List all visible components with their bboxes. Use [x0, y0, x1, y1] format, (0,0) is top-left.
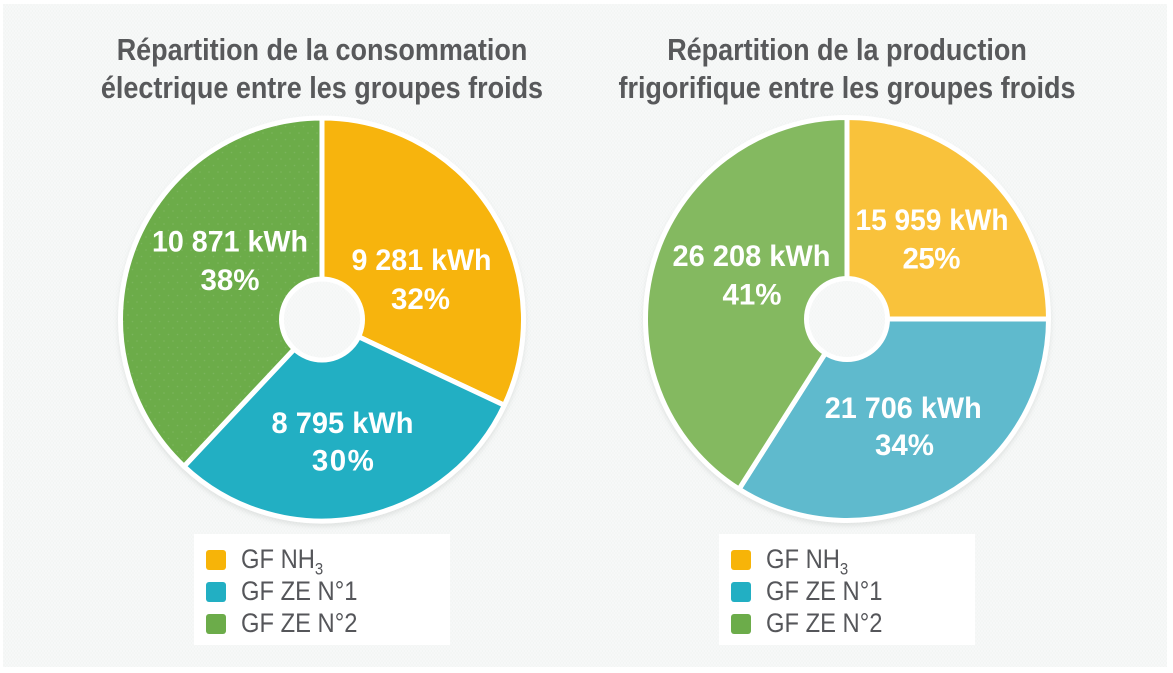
svg-text:21 706 kWh: 21 706 kWh	[825, 392, 982, 425]
svg-text:10 871 kWh: 10 871 kWh	[152, 226, 308, 259]
svg-text:41%: 41%	[723, 278, 782, 311]
svg-text:25%: 25%	[903, 243, 961, 276]
svg-text:26 208 kWh: 26 208 kWh	[673, 240, 831, 273]
svg-text:8 795 kWh: 8 795 kWh	[272, 407, 414, 440]
svg-text:30%: 30%	[312, 445, 374, 478]
svg-text:9 281 kWh: 9 281 kWh	[352, 244, 492, 277]
svg-text:32%: 32%	[391, 283, 450, 316]
svg-text:15 959 kWh: 15 959 kWh	[856, 204, 1009, 237]
svg-text:34%: 34%	[875, 429, 934, 462]
svg-text:38%: 38%	[201, 264, 260, 297]
